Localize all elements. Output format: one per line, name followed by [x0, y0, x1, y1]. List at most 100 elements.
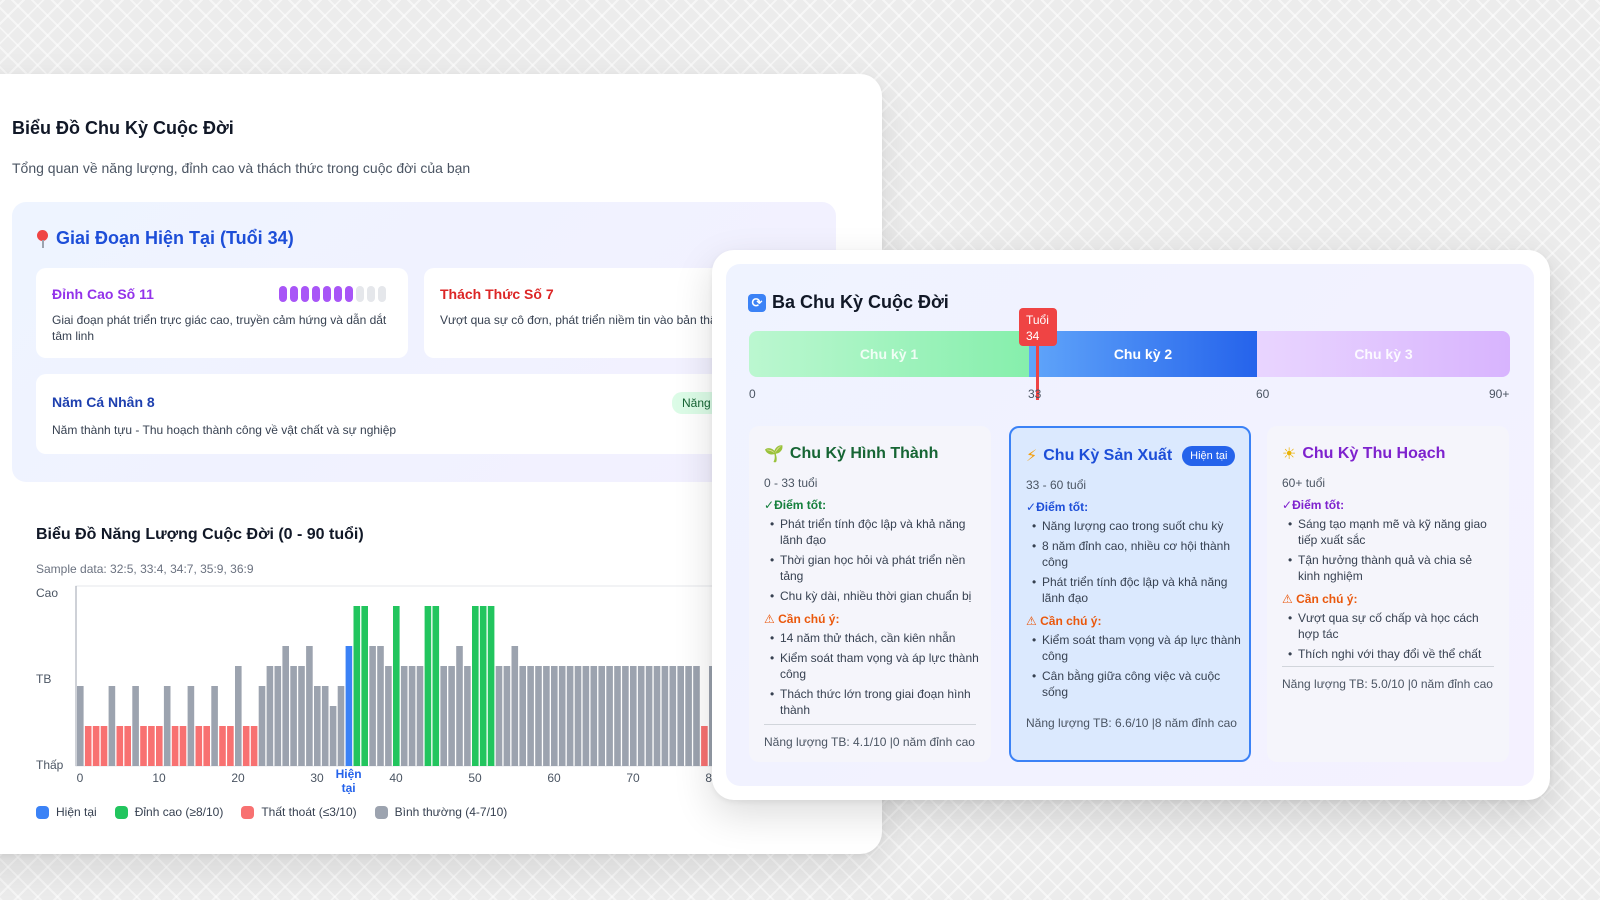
current-stage-heading: Giai Đoạn Hiện Tại (Tuổi 34)	[36, 228, 294, 249]
peak-card[interactable]: Đỉnh Cao Số 11 Giai đoạn phát triển trực…	[36, 268, 408, 358]
bar-loss[interactable]	[701, 726, 708, 766]
cycle-card-harvest[interactable]: ☀ Chu Kỳ Thu Hoạch 60+ tuổi ✓Điểm tốt: S…	[1267, 426, 1509, 762]
bar-loss[interactable]	[203, 726, 210, 766]
bar-peak[interactable]	[353, 606, 361, 766]
bar-normal[interactable]	[258, 686, 266, 766]
bar-normal[interactable]	[163, 686, 171, 766]
bar-peak[interactable]	[472, 606, 479, 766]
bar-normal[interactable]	[669, 666, 677, 766]
bar-normal[interactable]	[677, 666, 684, 766]
legend-item-normal[interactable]: Bình thường (4-7/10)	[374, 805, 507, 819]
bar-loss[interactable]	[124, 726, 131, 766]
bar-normal[interactable]	[187, 686, 195, 766]
bar-peak[interactable]	[432, 606, 440, 766]
cycle-card-title: Chu Kỳ Thu Hoạch	[1302, 445, 1446, 462]
personal-year-card[interactable]: Năm Cá Nhân 8 Năng Năm thành tựu - Thu h…	[36, 374, 804, 454]
bar-loss[interactable]	[250, 726, 258, 766]
bar-normal[interactable]	[385, 666, 392, 766]
bar-normal[interactable]	[211, 686, 218, 766]
bar-loss[interactable]	[148, 726, 155, 766]
bar-normal[interactable]	[535, 666, 542, 766]
bar-normal[interactable]	[709, 666, 714, 766]
bar-normal[interactable]	[590, 666, 598, 766]
cycle-bar-2[interactable]: Chu kỳ 2	[1029, 331, 1257, 377]
legend-item-peak[interactable]: Đỉnh cao (≥8/10)	[114, 805, 223, 819]
bar-normal[interactable]	[551, 666, 558, 766]
bar-normal[interactable]	[306, 646, 313, 766]
list-item: Thời gian học hỏi và phát triển nền tảng	[764, 552, 979, 584]
bar-loss[interactable]	[100, 726, 108, 766]
bar-current[interactable]	[345, 646, 353, 766]
bar-normal[interactable]	[606, 666, 613, 766]
bar-normal[interactable]	[582, 666, 590, 766]
lightning-icon: ⚡	[1026, 448, 1038, 465]
bar-normal[interactable]	[132, 686, 139, 766]
cycle-card-production[interactable]: ⚡ Chu Kỳ Sản Xuất Hiện tại 33 - 60 tuổi …	[1009, 426, 1251, 762]
bar-normal[interactable]	[108, 686, 116, 766]
bar-peak[interactable]	[479, 606, 487, 766]
bar-normal[interactable]	[693, 666, 700, 766]
bar-normal[interactable]	[314, 686, 321, 766]
bar-normal[interactable]	[408, 666, 416, 766]
bar-normal[interactable]	[685, 666, 692, 766]
bar-loss[interactable]	[156, 726, 163, 766]
bar-normal[interactable]	[77, 686, 84, 766]
peak-level-dot	[356, 286, 364, 302]
bar-normal[interactable]	[574, 666, 582, 766]
bar-normal[interactable]	[440, 666, 447, 766]
bar-normal[interactable]	[543, 666, 550, 766]
bar-normal[interactable]	[598, 666, 605, 766]
bar-normal[interactable]	[282, 646, 289, 766]
bar-normal[interactable]	[321, 686, 329, 766]
bar-normal[interactable]	[511, 646, 519, 766]
bar-normal[interactable]	[274, 666, 282, 766]
cycle-energy-summary: Năng lượng TB: 5.0/10 |0 năm đỉnh cao	[1282, 666, 1494, 691]
bar-normal[interactable]	[416, 666, 424, 766]
bar-peak[interactable]	[424, 606, 432, 766]
bar-normal[interactable]	[630, 666, 637, 766]
bar-normal[interactable]	[298, 666, 305, 766]
bar-peak[interactable]	[393, 606, 400, 766]
bar-loss[interactable]	[227, 726, 234, 766]
bar-loss[interactable]	[179, 726, 187, 766]
bar-loss[interactable]	[242, 726, 250, 766]
bar-normal[interactable]	[503, 666, 511, 766]
bar-normal[interactable]	[645, 666, 653, 766]
bar-normal[interactable]	[558, 666, 566, 766]
bar-normal[interactable]	[448, 666, 455, 766]
bar-normal[interactable]	[266, 666, 274, 766]
legend-item-current[interactable]: Hiện tại	[36, 805, 97, 819]
bar-normal[interactable]	[329, 706, 337, 766]
bar-peak[interactable]	[487, 606, 495, 766]
bar-loss[interactable]	[84, 726, 92, 766]
cycle-bar-1[interactable]: Chu kỳ 1	[749, 331, 1029, 377]
bar-normal[interactable]	[637, 666, 645, 766]
bar-normal[interactable]	[400, 666, 408, 766]
bar-normal[interactable]	[614, 666, 621, 766]
legend-item-loss[interactable]: Thất thoát (≤3/10)	[241, 805, 357, 819]
bar-normal[interactable]	[566, 666, 574, 766]
bar-normal[interactable]	[464, 666, 471, 766]
bar-loss[interactable]	[116, 726, 124, 766]
bar-normal[interactable]	[519, 666, 526, 766]
bar-normal[interactable]	[235, 666, 242, 766]
bar-normal[interactable]	[622, 666, 629, 766]
bar-loss[interactable]	[219, 726, 226, 766]
bar-loss[interactable]	[92, 726, 100, 766]
bar-normal[interactable]	[369, 646, 376, 766]
cycle-card-formation[interactable]: 🌱 Chu Kỳ Hình Thành 0 - 33 tuổi ✓Điểm tố…	[749, 426, 991, 762]
bar-normal[interactable]	[661, 666, 669, 766]
bar-loss[interactable]	[140, 726, 147, 766]
bar-loss[interactable]	[195, 726, 203, 766]
bar-normal[interactable]	[456, 646, 463, 766]
bar-peak[interactable]	[361, 606, 368, 766]
bar-normal[interactable]	[377, 646, 384, 766]
bar-loss[interactable]	[171, 726, 179, 766]
bar-normal[interactable]	[653, 666, 661, 766]
bar-normal[interactable]	[495, 666, 503, 766]
bar-normal[interactable]	[337, 686, 345, 766]
bar-normal[interactable]	[290, 666, 297, 766]
bar-normal[interactable]	[527, 666, 534, 766]
cycle-bar-3[interactable]: Chu kỳ 3	[1257, 331, 1510, 377]
